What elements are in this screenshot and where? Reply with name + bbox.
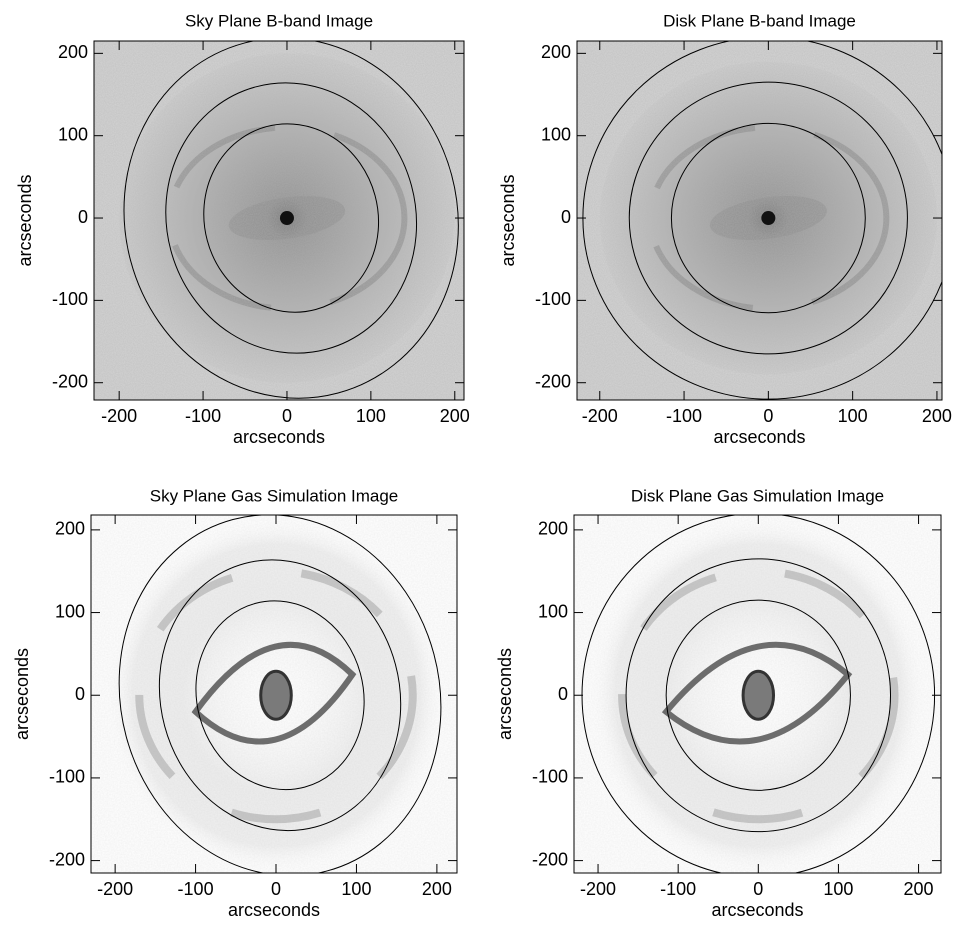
y-axis-label: arcseconds — [495, 648, 515, 740]
x-axis-label: arcseconds — [233, 427, 325, 447]
panel: -200 -100 0 100 200 -200 -100 0 100 200 Sky Plane … — [12, 486, 458, 920]
y-axis-label: arcseconds — [498, 174, 518, 266]
x-tick-label: 200 — [422, 879, 452, 899]
y-tick-label: 100 — [541, 124, 571, 144]
y-tick-label: 100 — [58, 124, 88, 144]
x-axis-label: arcseconds — [711, 900, 803, 920]
y-axis-label: arcseconds — [15, 174, 35, 266]
x-tick-label: -100 — [178, 879, 214, 899]
image — [574, 515, 941, 873]
x-tick-label: 0 — [763, 406, 773, 426]
x-axis-label: arcseconds — [228, 900, 320, 920]
y-tick-label: 0 — [558, 684, 568, 704]
y-tick-label: -200 — [532, 849, 568, 869]
ring — [625, 558, 892, 833]
y-tick-label: -100 — [49, 767, 85, 787]
frame — [576, 40, 943, 401]
x-tick-label: -200 — [580, 879, 616, 899]
frame — [573, 514, 942, 874]
grain — [94, 41, 464, 400]
x-tick-label: 200 — [922, 406, 952, 426]
x-tick-label: 200 — [904, 879, 934, 899]
outer-arm — [135, 567, 417, 824]
nucleus — [279, 211, 294, 226]
ring — [665, 599, 851, 791]
ring — [195, 600, 365, 791]
panel: -200 -100 0 100 200 -200 -100 0 100 200 Disk Plane… — [495, 486, 942, 920]
x-tick-label: -100 — [185, 406, 221, 426]
x-tick-label: 100 — [356, 406, 386, 426]
frame — [90, 514, 458, 874]
x-axis-label: arcseconds — [713, 427, 805, 447]
chart-title: Sky Plane B-band Image — [185, 11, 373, 30]
image — [94, 41, 464, 400]
x-tick-label: -100 — [660, 879, 696, 899]
y-tick-label: 200 — [58, 42, 88, 62]
ring — [158, 559, 402, 832]
x-tick-label: -200 — [101, 406, 137, 426]
y-tick-label: 200 — [541, 42, 571, 62]
ring — [118, 515, 442, 873]
x-tick-label: 0 — [282, 406, 292, 426]
y-tick-label: 0 — [78, 207, 88, 227]
x-tick-label: -200 — [582, 406, 618, 426]
y-tick-label: -200 — [49, 849, 85, 869]
panel: -200 -100 0 100 200 -200 -100 0 100 200 Disk Plane… — [498, 11, 952, 447]
x-tick-label: 100 — [341, 879, 371, 899]
y-tick-label: 0 — [75, 684, 85, 704]
y-tick-label: 0 — [561, 207, 571, 227]
x-tick-label: -200 — [97, 879, 133, 899]
x-tick-label: 0 — [271, 879, 281, 899]
nuclear-ring — [259, 669, 293, 721]
ring — [628, 81, 908, 355]
panel: -200 -100 0 100 200 -200 -100 0 100 200 Sky Plane … — [15, 11, 470, 447]
y-tick-label: 200 — [538, 519, 568, 539]
chart-title: Disk Plane Gas Simulation Image — [631, 486, 884, 505]
image — [577, 41, 942, 400]
image — [91, 515, 457, 873]
frame — [93, 40, 465, 401]
nucleus — [761, 211, 776, 226]
grain — [577, 41, 942, 400]
y-tick-label: -200 — [52, 371, 88, 391]
x-tick-label: 200 — [440, 406, 470, 426]
y-tick-label: -100 — [52, 289, 88, 309]
y-tick-label: 100 — [538, 601, 568, 621]
outer-arm — [618, 567, 899, 824]
y-axis-label: arcseconds — [12, 648, 32, 740]
y-tick-label: 100 — [55, 601, 85, 621]
ring — [123, 41, 459, 399]
x-tick-label: 100 — [838, 406, 868, 426]
y-tick-label: -100 — [532, 767, 568, 787]
y-tick-label: 200 — [55, 519, 85, 539]
nuclear-ring — [741, 669, 776, 721]
x-tick-label: -100 — [666, 406, 702, 426]
ring — [670, 122, 866, 314]
y-tick-label: -200 — [535, 371, 571, 391]
chart-title: Sky Plane Gas Simulation Image — [150, 486, 399, 505]
ring — [165, 82, 418, 354]
x-tick-label: 100 — [823, 879, 853, 899]
y-tick-label: -100 — [535, 289, 571, 309]
chart-title: Disk Plane B-band Image — [663, 11, 856, 30]
bar-ring — [191, 641, 357, 745]
ring — [203, 123, 380, 313]
x-tick-label: 0 — [753, 879, 763, 899]
